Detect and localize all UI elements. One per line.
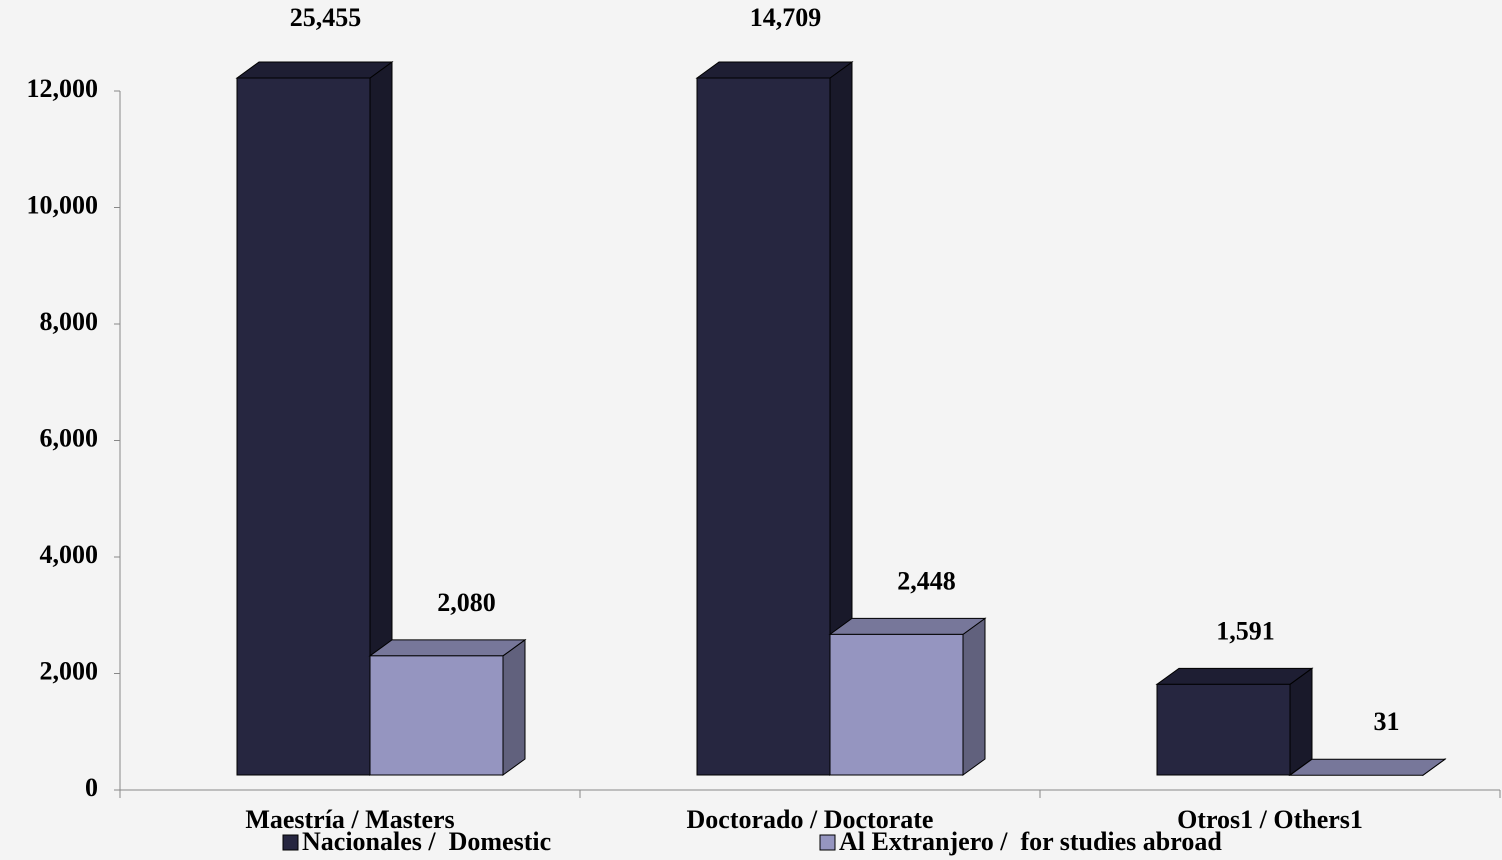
x-tick-label: Otros1 / Others1 — [1177, 805, 1363, 834]
x-tick-label: Maestría / Masters — [245, 805, 454, 834]
bar-top — [1155, 667, 1314, 685]
value-label: 31 — [1374, 707, 1400, 736]
y-tick-label: 4,000 — [40, 540, 99, 569]
bar-front — [369, 655, 504, 776]
bar-top — [235, 61, 394, 79]
bar-side — [1289, 667, 1313, 776]
bar — [368, 638, 527, 776]
value-label: 2,080 — [437, 588, 496, 617]
bar-top — [1288, 758, 1447, 776]
legend-label: Al Extranjero / for studies abroad — [839, 827, 1222, 856]
bar-side — [962, 617, 986, 776]
bar — [235, 61, 394, 776]
y-tick-label: 8,000 — [40, 307, 99, 336]
value-label: 14,709 — [750, 3, 822, 32]
bar-top — [368, 639, 527, 657]
bar-side — [502, 638, 526, 776]
legend-swatch — [282, 834, 299, 851]
y-tick-label: 10,000 — [27, 190, 99, 219]
bar-front — [236, 77, 371, 776]
bar-front — [829, 633, 964, 776]
value-label: 1,591 — [1216, 616, 1275, 645]
x-tick-label: Doctorado / Doctorate — [687, 805, 934, 834]
bar — [1155, 667, 1314, 776]
bar — [695, 61, 854, 776]
bar — [828, 617, 987, 776]
bar-top — [695, 61, 854, 79]
legend-label: Nacionales / Domestic — [302, 827, 551, 856]
legend-swatch — [819, 834, 836, 851]
value-label: 25,455 — [290, 3, 362, 32]
bar — [1288, 758, 1447, 777]
y-tick-label: 2,000 — [40, 656, 99, 685]
bar-top — [828, 617, 987, 635]
y-tick-label: 12,000 — [27, 74, 99, 103]
y-tick-label: 0 — [85, 773, 98, 802]
value-label: 2,448 — [897, 566, 956, 595]
y-tick-label: 6,000 — [40, 423, 99, 452]
bar-front — [1156, 683, 1291, 776]
bar-front — [696, 77, 831, 776]
